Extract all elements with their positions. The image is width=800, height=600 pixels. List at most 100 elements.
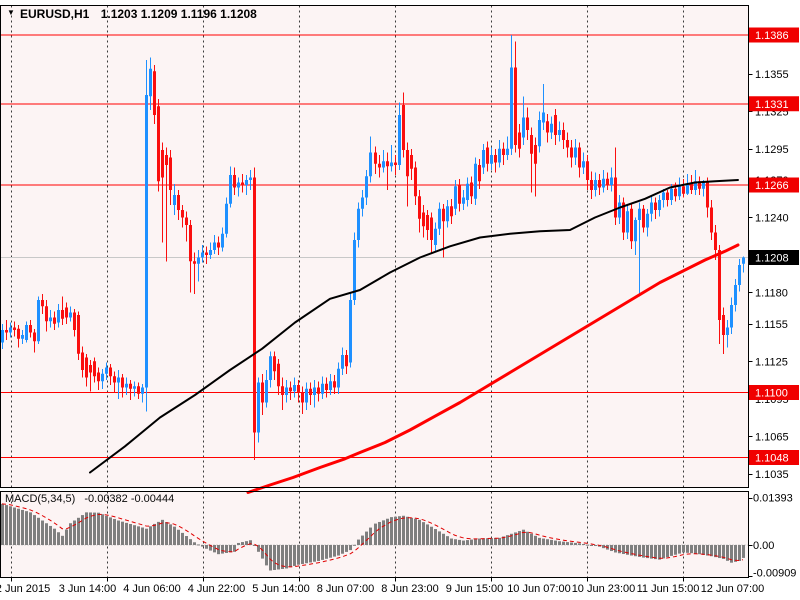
macd-bar xyxy=(321,545,324,560)
macd-bar xyxy=(41,520,44,545)
macd-bar xyxy=(249,540,252,545)
candle-body xyxy=(534,145,537,164)
macd-bar xyxy=(446,536,449,545)
macd-bar xyxy=(686,545,689,553)
candle-body xyxy=(161,150,164,178)
candle-body xyxy=(510,67,513,149)
candle-body xyxy=(482,150,485,168)
macd-bar xyxy=(37,517,40,545)
candle-body xyxy=(141,387,144,394)
macd-bar xyxy=(474,539,477,545)
candle-body xyxy=(85,357,88,378)
macd-bar xyxy=(189,539,192,545)
macd-bar xyxy=(394,516,397,545)
candle-body xyxy=(690,183,693,190)
price-tick-label: 1.1125 xyxy=(755,356,788,368)
ma-black-line xyxy=(89,179,739,474)
candle-body xyxy=(269,356,272,380)
macd-bar xyxy=(530,533,533,545)
candle-body xyxy=(281,386,284,395)
candle-body xyxy=(406,150,409,177)
candle-body xyxy=(582,161,585,168)
macd-bar xyxy=(590,545,593,546)
candle-body xyxy=(426,215,429,230)
candle-body xyxy=(305,388,308,403)
macd-bar xyxy=(578,543,581,545)
candle-body xyxy=(25,325,28,340)
candle-body xyxy=(69,312,72,318)
macd-bar xyxy=(690,545,693,554)
candle-body xyxy=(490,155,493,164)
candle-body xyxy=(550,123,553,133)
candle-body xyxy=(554,115,557,135)
macd-bar xyxy=(101,514,104,545)
price-tick-label: 1.1155 xyxy=(755,319,788,331)
candle-body xyxy=(494,155,497,163)
candle-body xyxy=(702,182,705,189)
candle-body xyxy=(514,67,517,145)
macd-bar xyxy=(650,545,653,559)
time-label: 2 Jun 2015 xyxy=(0,583,50,595)
candle-body xyxy=(353,240,356,300)
candle-body xyxy=(93,361,96,377)
time-label: 5 Jun 14:00 xyxy=(252,583,310,595)
candle-body xyxy=(257,382,260,433)
candle-body xyxy=(345,355,348,367)
candle-body xyxy=(626,211,629,233)
macd-bar xyxy=(329,545,332,558)
macd-bar xyxy=(526,531,529,545)
candle-body xyxy=(217,242,220,248)
macd-bar xyxy=(646,545,649,559)
macd-bar xyxy=(698,545,701,555)
candle-body xyxy=(121,377,124,388)
macd-bar xyxy=(45,523,48,545)
candle-body xyxy=(438,208,441,229)
candle-body xyxy=(313,387,316,395)
macd-bar xyxy=(129,524,132,545)
macd-bar xyxy=(502,536,505,545)
macd-bar xyxy=(333,545,336,557)
macd-bar xyxy=(309,545,312,563)
candle-body xyxy=(145,95,148,388)
macd-bar xyxy=(534,535,537,545)
candle-body xyxy=(53,317,56,324)
candle-body xyxy=(458,185,461,204)
macd-panel-border xyxy=(0,491,749,578)
macd-bar xyxy=(65,529,68,545)
macd-bar xyxy=(57,532,60,545)
macd-bar xyxy=(482,538,485,545)
candle-body xyxy=(213,242,216,250)
candle-body xyxy=(730,305,733,328)
macd-bar xyxy=(49,525,52,545)
macd-bar xyxy=(506,535,509,545)
macd-bar xyxy=(634,545,637,557)
price-tick-label: 1.1035 xyxy=(755,469,789,481)
macd-bar xyxy=(117,520,120,545)
price-level-box xyxy=(749,96,799,112)
macd-bar xyxy=(622,545,625,555)
ma-red-line xyxy=(246,243,740,494)
candle-body xyxy=(113,376,116,383)
macd-bar xyxy=(97,512,100,545)
macd-bar xyxy=(233,545,236,552)
macd-bar xyxy=(93,512,96,545)
macd-bar xyxy=(313,545,316,562)
candle-body xyxy=(265,380,268,403)
candle-body xyxy=(710,207,713,233)
macd-bar xyxy=(237,542,240,545)
time-label: 8 Jun 23:00 xyxy=(381,583,439,595)
candle-body xyxy=(297,385,300,393)
candle-body xyxy=(97,372,100,382)
macd-bar xyxy=(169,524,172,545)
symbol-timeframe-label: EURUSD,H1 xyxy=(20,7,90,21)
candle-body xyxy=(594,180,597,190)
macd-bar xyxy=(398,516,401,545)
macd-bar xyxy=(562,541,565,545)
macd-bar xyxy=(582,543,585,545)
candle-body xyxy=(201,252,204,258)
candle-body xyxy=(634,220,637,242)
candle-body xyxy=(382,161,385,168)
candle-body xyxy=(49,317,52,322)
price-level-box xyxy=(749,250,799,265)
